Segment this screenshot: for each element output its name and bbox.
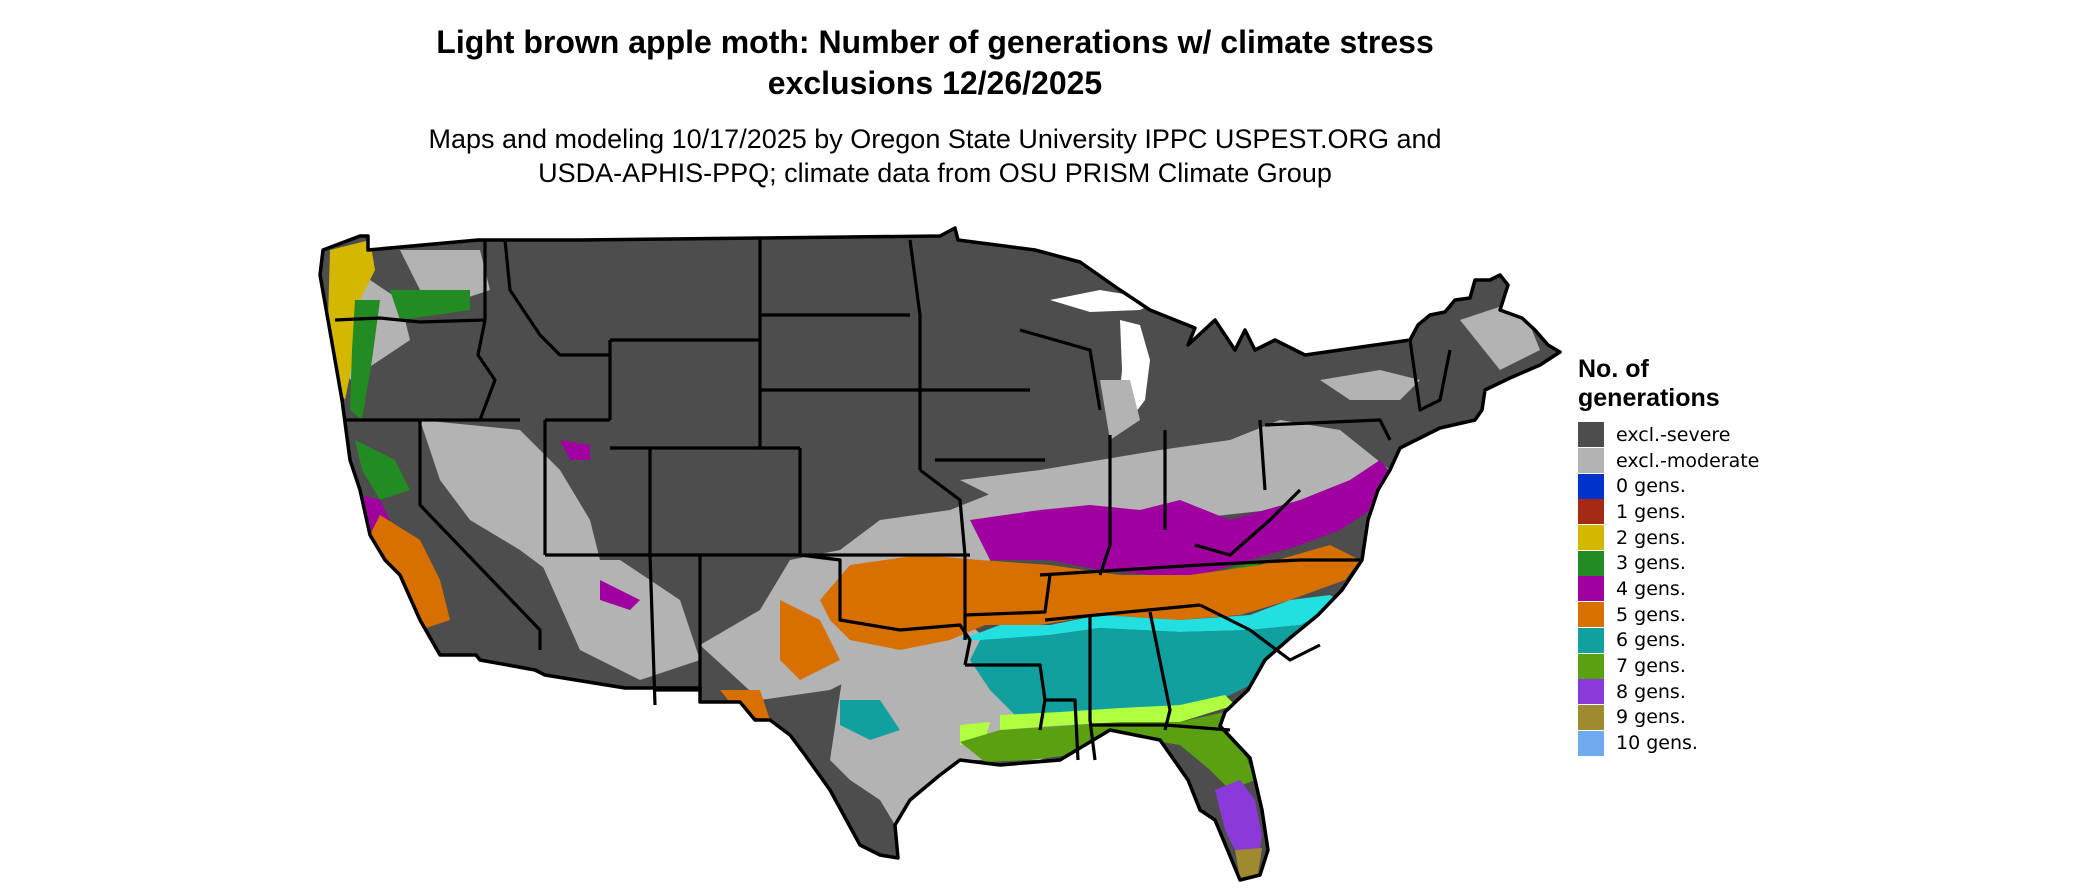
legend-label: 8 gens. <box>1616 680 1686 703</box>
legend-item: 7 gens. <box>1578 653 1778 679</box>
raster-8-gens <box>1215 780 1262 860</box>
legend-swatch <box>1578 653 1604 679</box>
state-border-pa-ny <box>1264 418 1392 441</box>
raster-5-gens <box>370 515 1360 720</box>
legend-item: 1 gens. <box>1578 499 1778 525</box>
state-border-tn-south <box>1044 603 1201 622</box>
legend-item: 5 gens. <box>1578 602 1778 628</box>
legend-item: 8 gens. <box>1578 679 1778 705</box>
legend-swatch <box>1578 730 1604 756</box>
legend-items: excl.-severe excl.-moderate 0 gens. 1 gens.… <box>1578 422 1778 756</box>
raster-7-gens <box>960 712 1255 790</box>
raster-9-gens <box>1235 848 1262 878</box>
legend-item: 0 gens. <box>1578 473 1778 499</box>
legend-swatch <box>1578 704 1604 730</box>
legend-title: No. of generations <box>1578 355 1778 413</box>
legend-title-line-1: No. of <box>1578 355 1649 383</box>
legend-label: 7 gens. <box>1616 655 1686 678</box>
state-border-ar-la-tx <box>965 663 1047 731</box>
state-border-ms-la <box>1045 698 1080 761</box>
legend-item: 2 gens. <box>1578 525 1778 551</box>
state-border-al-ga <box>1148 611 1172 731</box>
legend-swatch <box>1578 550 1604 576</box>
title-line-1: Light brown apple moth: Number of genera… <box>436 24 1434 60</box>
legend-swatch <box>1578 679 1604 705</box>
state-border-ga-fl <box>1090 723 1231 732</box>
legend-label: 6 gens. <box>1616 629 1686 652</box>
state-border-mo-ar <box>964 574 1052 617</box>
legend-label: 1 gens. <box>1616 500 1686 523</box>
state-border-il-in <box>1098 435 1112 576</box>
state-border-ny-vt-nh <box>1408 339 1452 412</box>
legend-label: excl.-moderate <box>1616 449 1760 472</box>
legend-item: excl.-moderate <box>1578 448 1778 474</box>
state-border-tn-ky <box>1039 558 1360 577</box>
legend-label: 4 gens. <box>1616 577 1686 600</box>
state-border-id-or-nv <box>476 319 497 421</box>
state-border-id-mt <box>503 239 610 357</box>
state-border-ga-sc <box>1199 603 1321 662</box>
legend-item: 10 gens. <box>1578 730 1778 756</box>
raster-6-gens <box>840 610 1345 740</box>
state-border-wi-mi <box>1019 328 1102 411</box>
legend-label: 3 gens. <box>1616 552 1686 575</box>
state-border-mn-wi <box>908 239 1030 392</box>
legend-item: excl.-severe <box>1578 422 1778 448</box>
legend-swatch <box>1578 473 1604 499</box>
legend-swatch <box>1578 627 1604 653</box>
legend-label: 0 gens. <box>1616 475 1686 498</box>
legend-swatch <box>1578 576 1604 602</box>
legend-label: 9 gens. <box>1616 706 1686 729</box>
state-border-ky-wv-va <box>1194 488 1302 557</box>
legend-swatch <box>1578 525 1604 551</box>
state-border-wa-or <box>334 316 486 324</box>
legend-label: excl.-severe <box>1616 423 1731 446</box>
state-border-az-nm <box>648 554 657 706</box>
legend-swatch <box>1578 422 1604 448</box>
state-border-ms-al <box>1088 615 1097 761</box>
state-border-sd-ne <box>758 390 800 450</box>
legend-item: 3 gens. <box>1578 550 1778 576</box>
legend-label: 2 gens. <box>1616 526 1686 549</box>
state-borders <box>334 238 1452 761</box>
subtitle-line-2: USDA-APHIS-PPQ; climate data from OSU PR… <box>538 158 1332 188</box>
subtitle-line-1: Maps and modeling 10/17/2025 by Oregon S… <box>428 124 1442 154</box>
legend-title-line-2: generations <box>1578 384 1720 412</box>
state-border-ca-nv <box>418 420 542 650</box>
legend-swatch <box>1578 499 1604 525</box>
legend-item: 9 gens. <box>1578 704 1778 731</box>
map-subtitle: Maps and modeling 10/17/2025 by Oregon S… <box>0 122 1870 190</box>
legend: No. of generations excl.-severe excl.-mod… <box>1578 355 1778 756</box>
legend-item: 4 gens. <box>1578 576 1778 602</box>
title-line-2: exclusions 12/26/2025 <box>767 65 1103 101</box>
state-border-ne-ks-mo <box>919 468 967 640</box>
legend-label: 10 gens. <box>1616 732 1698 755</box>
legend-swatch <box>1578 448 1604 474</box>
state-border-oh-pa <box>1258 419 1267 491</box>
state-border-ok-tx <box>799 553 972 666</box>
map-title: Light brown apple moth: Number of genera… <box>0 22 1870 104</box>
legend-swatch <box>1578 602 1604 628</box>
legend-label: 5 gens. <box>1616 603 1686 626</box>
legend-item: 6 gens. <box>1578 627 1778 654</box>
